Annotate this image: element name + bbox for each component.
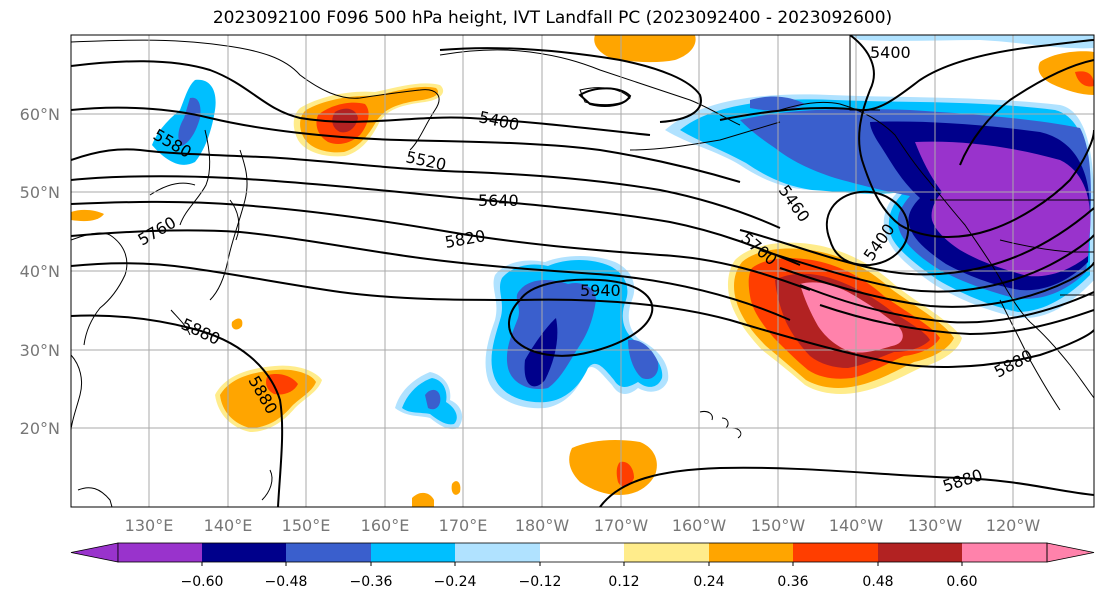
colorbar-tick-labels: −0.60 −0.48 −0.36 −0.24 −0.12 0.12 0.24 … (181, 574, 978, 590)
ivt-negative-central-pacific (395, 256, 669, 430)
colorbar-segment (118, 543, 202, 562)
colorbar-segment (286, 543, 371, 562)
colorbar-tick-label: −0.36 (350, 574, 393, 590)
colorbar-arrow-left (70, 542, 119, 563)
lon-tick-label: 140°W (829, 516, 884, 535)
lon-tick-label: 160°E (361, 516, 410, 535)
colorbar-arrow-right (1046, 542, 1095, 563)
colorbar-tick-label: −0.24 (434, 574, 477, 590)
lat-tick-labels: 60°N 50°N 40°N 30°N 20°N (20, 105, 60, 438)
colorbar-segment (540, 543, 624, 562)
lon-tick-label: 180°W (515, 516, 570, 535)
lat-tick-label: 50°N (20, 183, 60, 202)
ivt-negative-kamchatka (152, 35, 1094, 165)
colorbar-frame (117, 542, 1048, 563)
colorbar-tick-label: −0.60 (181, 574, 224, 590)
lon-tick-label: 140°E (204, 516, 253, 535)
colorbar-tick-label: −0.48 (265, 574, 308, 590)
colorbar-segment (624, 543, 709, 562)
colorbar-segment (202, 543, 286, 562)
map-title: 2023092100 F096 500 hPa height, IVT Land… (212, 8, 893, 28)
lon-tick-label: 150°W (751, 516, 806, 535)
colorbar-tick-label: 0.36 (777, 574, 808, 590)
colorbar-tick-label: 0.48 (862, 574, 893, 590)
height-contours (71, 35, 1094, 507)
lon-tick-label: 170°W (594, 516, 649, 535)
lon-tick-labels: 130°E 140°E 150°E 160°E 170°E 180°W 170°… (125, 516, 1041, 535)
contour-label: 5400 (870, 43, 911, 62)
lat-tick-label: 20°N (20, 419, 60, 438)
lat-tick-label: 40°N (20, 262, 60, 281)
colorbar-segment (962, 543, 1047, 562)
colorbar-tick-label: 0.12 (608, 574, 639, 590)
lon-tick-label: 150°E (282, 516, 331, 535)
colorbar-tick-label: 0.24 (693, 574, 724, 590)
contour-label: 5940 (580, 281, 621, 300)
lon-tick-label: 130°E (125, 516, 174, 535)
lat-tick-label: 60°N (20, 105, 60, 124)
colorbar-tick-label: −0.12 (519, 574, 562, 590)
colorbar-segment (709, 543, 793, 562)
contour-label: 5640 (478, 191, 519, 210)
lon-tick-label: 170°E (439, 516, 488, 535)
colorbar-segment (793, 543, 878, 562)
colorbar (70, 542, 1095, 566)
colorbar-segment (878, 543, 962, 562)
colorbar-segment (455, 543, 540, 562)
colorbar-tick-label: 0.60 (946, 574, 977, 590)
lat-tick-label: 30°N (20, 341, 60, 360)
colorbar-segment (371, 543, 455, 562)
lon-tick-label: 130°W (908, 516, 963, 535)
map-frame (70, 34, 1095, 508)
lon-tick-label: 120°W (986, 516, 1041, 535)
lon-tick-label: 160°W (672, 516, 727, 535)
